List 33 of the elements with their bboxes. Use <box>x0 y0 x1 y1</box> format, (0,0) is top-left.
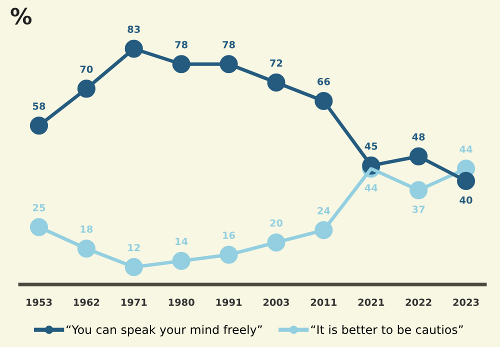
data-label: 45 <box>364 142 378 150</box>
x-tick-label: 1953 <box>26 298 52 306</box>
x-tick-label: 2022 <box>406 298 432 306</box>
data-label: 48 <box>412 133 425 141</box>
data-label: 16 <box>223 232 236 239</box>
x-tick-label: 2003 <box>263 298 289 306</box>
data-label: 70 <box>80 66 93 73</box>
data-label: 37 <box>412 206 425 213</box>
x-tick-label: 1971 <box>121 298 147 306</box>
data-label: 12 <box>128 244 140 252</box>
x-tick-label: 2023 <box>453 298 479 306</box>
data-label: 83 <box>128 26 140 33</box>
data-label: 78 <box>175 40 188 48</box>
data-label: 20 <box>270 219 283 227</box>
data-label: 72 <box>270 59 282 67</box>
x-tick-label: 1962 <box>74 298 100 306</box>
legend-label: “It is better to be cautios” <box>311 324 463 334</box>
data-label: 44 <box>460 146 472 153</box>
x-tick-label: 2011 <box>310 298 337 306</box>
data-label: 58 <box>32 102 46 110</box>
data-label: 66 <box>318 78 330 86</box>
x-tick-label: 1991 <box>216 298 242 306</box>
legend-label: “You can speak your mind freely” <box>66 324 262 336</box>
data-label: 44 <box>364 184 378 192</box>
data-label: 24 <box>318 207 330 214</box>
data-label: 40 <box>460 196 472 204</box>
x-tick-label: 2021 <box>358 298 384 306</box>
data-label: 78 <box>222 40 235 48</box>
data-label: 14 <box>176 238 188 246</box>
data-label: 18 <box>80 225 93 233</box>
data-label: 25 <box>32 204 46 212</box>
x-tick-label: 1980 <box>168 298 194 306</box>
chart-title: % <box>10 8 32 25</box>
